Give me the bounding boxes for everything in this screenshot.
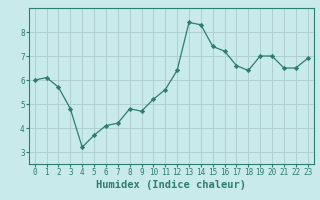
X-axis label: Humidex (Indice chaleur): Humidex (Indice chaleur)	[96, 180, 246, 190]
